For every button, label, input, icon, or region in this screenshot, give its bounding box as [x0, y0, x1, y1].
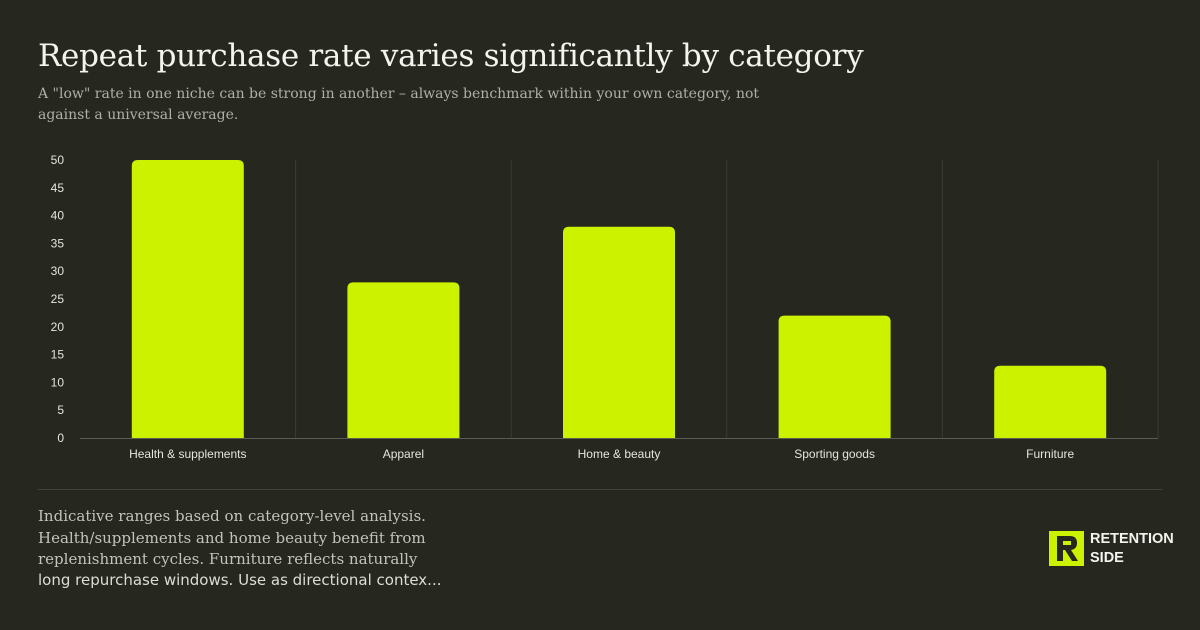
rs-logo-icon [1049, 531, 1084, 566]
y-tick-label: 25 [51, 292, 65, 306]
y-tick-label: 50 [51, 153, 65, 167]
y-tick-label: 0 [57, 431, 64, 445]
footer-note-truncated: long repurchase windows. Use as directio… [38, 571, 442, 589]
footer-note: Indicative ranges based on category-leve… [38, 507, 426, 568]
x-tick-label: Home & beauty [578, 447, 661, 461]
x-tick-label: Health & supplements [129, 447, 246, 461]
bar [131, 160, 244, 438]
bar [347, 282, 460, 438]
brand-name-line2: SIDE [1090, 550, 1124, 566]
brand-name-line1: RETENTION [1090, 531, 1174, 547]
y-tick-label: 5 [57, 403, 64, 417]
brand-name: RETENTION SIDE [1090, 530, 1174, 568]
x-tick-label: Apparel [383, 447, 424, 461]
y-tick-label: 40 [51, 209, 65, 223]
bar [563, 226, 675, 438]
bar [994, 365, 1107, 438]
y-tick-label: 45 [51, 181, 65, 195]
bar-chart: 0 5 10 15 20 25 30 35 40 45 50 Health & supplements… [51, 153, 1159, 461]
bar [778, 315, 891, 438]
y-tick-label: 35 [51, 236, 65, 250]
x-tick-label: Sporting goods [794, 447, 875, 461]
y-tick-label: 30 [51, 264, 65, 278]
footer-divider [38, 489, 1162, 490]
x-tick-label: Furniture [1026, 447, 1074, 461]
chart-title: Repeat purchase rate varies significantl… [38, 38, 864, 74]
y-tick-label: 15 [51, 348, 65, 362]
y-tick-label: 20 [51, 320, 65, 334]
chart-subtitle: A "low" rate in one niche can be strong … [38, 86, 760, 123]
y-tick-label: 10 [51, 375, 65, 389]
